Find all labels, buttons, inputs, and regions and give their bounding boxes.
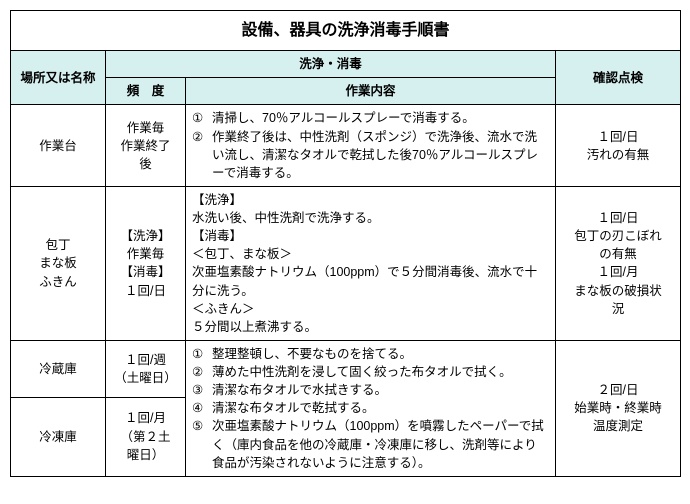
- cell-check: １回/日汚れの有無: [556, 105, 681, 187]
- cell-place: 冷蔵庫: [11, 340, 106, 397]
- procedure-table: 設備、器具の洗浄消毒手順書 場所又は名称 洗浄・消毒 確認点検 頻 度 作業内容…: [10, 10, 681, 477]
- work-item: 整理整頓し、不要なものを捨てる。: [212, 347, 412, 361]
- cell-check: ２回/日始業時・終業時温度測定: [556, 340, 681, 476]
- num-marker: ⑤: [192, 417, 203, 435]
- header-clean-group: 洗浄・消毒: [106, 51, 556, 78]
- cell-freq: 【洗浄】作業毎【消毒】１回/日: [106, 186, 186, 340]
- cell-place: 冷凍庫: [11, 397, 106, 476]
- header-place: 場所又は名称: [11, 51, 106, 105]
- work-item: 清掃し、70％アルコールスプレーで消毒する。: [212, 111, 475, 125]
- cell-place: 作業台: [11, 105, 106, 187]
- header-work: 作業内容: [186, 78, 556, 105]
- table-row: 作業台 作業毎作業終了後 ① 清掃し、70％アルコールスプレーで消毒する。 ② 作業…: [11, 105, 681, 187]
- cell-work: ① 清掃し、70％アルコールスプレーで消毒する。 ② 作業終了後は、中性洗剤（スポン…: [186, 105, 556, 187]
- work-item: 作業終了後は、中性洗剤（スポンジ）で洗浄後、流水で洗い流し、清潔なタオルで乾拭し…: [212, 130, 538, 180]
- work-item: 清潔な布タオルで乾拭する。: [212, 401, 375, 415]
- num-marker: ②: [192, 363, 203, 381]
- cell-check: １回/日包丁の刃こぼれの有無１回/月まな板の破損状況: [556, 186, 681, 340]
- num-marker: ②: [192, 128, 203, 146]
- num-marker: ①: [192, 109, 203, 127]
- header-check: 確認点検: [556, 51, 681, 105]
- header-freq: 頻 度: [106, 78, 186, 105]
- work-item: 薄めた中性洗剤を浸して固く絞った布タオルで拭く。: [212, 365, 512, 379]
- cell-freq: １回/月（第２土曜日）: [106, 397, 186, 476]
- cell-freq: 作業毎作業終了後: [106, 105, 186, 187]
- num-marker: ④: [192, 399, 203, 417]
- table-row: 冷蔵庫 １回/週（土曜日） ① 整理整頓し、不要なものを捨てる。 ② 薄めた中性洗剤…: [11, 340, 681, 397]
- table-title: 設備、器具の洗浄消毒手順書: [11, 11, 681, 51]
- cell-freq: １回/週（土曜日）: [106, 340, 186, 397]
- cell-work: ① 整理整頓し、不要なものを捨てる。 ② 薄めた中性洗剤を浸して固く絞った布タオルで…: [186, 340, 556, 476]
- cell-place: 包丁まな板ふきん: [11, 186, 106, 340]
- work-item: 清潔な布タオルで水拭きする。: [212, 383, 387, 397]
- num-marker: ①: [192, 345, 203, 363]
- work-item: 次亜塩素酸ナトリウム（100ppm）を噴霧したペーパーで拭く（庫内食品を他の冷蔵…: [212, 419, 544, 469]
- table-row: 包丁まな板ふきん 【洗浄】作業毎【消毒】１回/日 【洗浄】水洗い後、中性洗剤で洗…: [11, 186, 681, 340]
- num-marker: ③: [192, 381, 203, 399]
- cell-work: 【洗浄】水洗い後、中性洗剤で洗浄する。【消毒】＜包丁、まな板＞次亜塩素酸ナトリウ…: [186, 186, 556, 340]
